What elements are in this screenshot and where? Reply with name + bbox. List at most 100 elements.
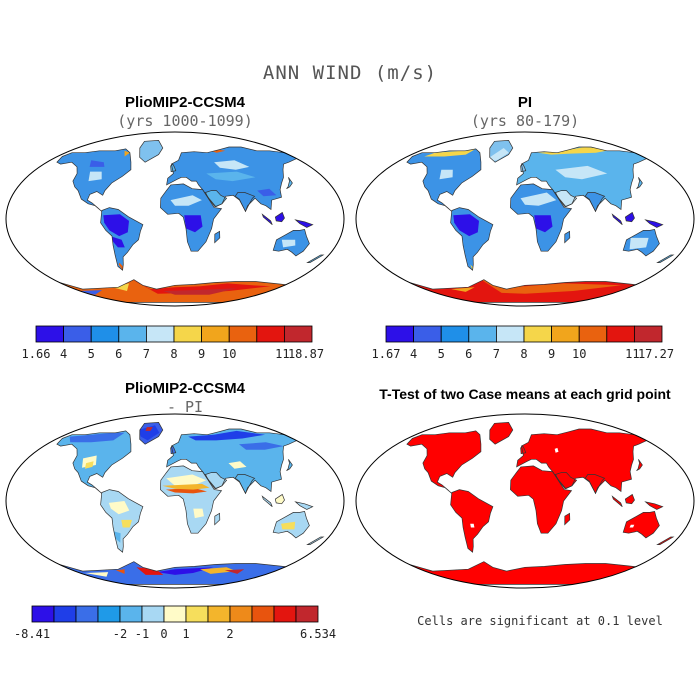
coastline [234, 192, 256, 213]
colorbar-swatch [496, 325, 525, 343]
land-arabia [555, 190, 577, 207]
land-newguinea [645, 501, 663, 510]
coastline [510, 465, 573, 534]
coastline [489, 140, 514, 163]
field-patch [84, 461, 94, 469]
field-patch [534, 215, 553, 233]
colorbar-swatch [283, 325, 313, 343]
colorbar-tick-label: 6 [465, 347, 472, 361]
panel-plio-title: PlioMIP2-CCSM4 [124, 94, 245, 111]
land-seasia1 [612, 496, 623, 507]
field-patch [112, 283, 129, 291]
field-patch [214, 160, 250, 170]
field-patch [89, 160, 105, 167]
coastline [294, 219, 314, 228]
land-borneo [625, 494, 635, 504]
colorbar-swatch [523, 325, 553, 343]
coastline [56, 430, 132, 494]
field-patch [188, 430, 266, 441]
field-patch [108, 501, 130, 515]
land-seasia1 [262, 496, 273, 507]
land-greenland [139, 140, 163, 163]
colorbar-swatch [468, 325, 497, 343]
field-patch [257, 188, 277, 197]
coastline [272, 510, 310, 539]
panel-diff-subtitle: - PI [166, 398, 204, 416]
coastline [656, 536, 675, 545]
figure-title: ANN WIND (m/s) [262, 62, 438, 84]
land-madagascar [214, 231, 220, 243]
coastline [261, 495, 273, 507]
land-seasia1 [612, 214, 623, 225]
colorbar-swatch [35, 325, 65, 343]
colorbar-tick-label: 9 [548, 347, 555, 361]
coastline [622, 510, 660, 539]
colorbar-tick-label: 11 [625, 347, 639, 361]
map-pi [355, 131, 695, 307]
land-australia [623, 511, 660, 538]
land-madagascar [214, 513, 220, 525]
coastline [100, 489, 144, 553]
colorbar-swatch [413, 325, 442, 343]
colorbar-tick-label: 2 [226, 627, 233, 641]
colorbar-swatch [63, 325, 92, 343]
land-madagascar [564, 513, 570, 525]
colorbar-tick-label: 4 [60, 347, 67, 361]
field-patch [184, 215, 203, 233]
colorbar-swatch [119, 605, 143, 623]
field-patch [170, 195, 202, 206]
colorbar-tick-label: 1.67 [372, 347, 401, 361]
land-arabia [555, 472, 577, 489]
map-diff [5, 413, 345, 589]
field-patch [520, 192, 557, 206]
colorbar-tick-label: 9 [198, 347, 205, 361]
coastline [205, 472, 228, 490]
land-samerica [450, 489, 493, 553]
colorbar-tick-label: 7 [143, 347, 150, 361]
field-patch [453, 214, 479, 237]
coastline [166, 428, 298, 495]
land-africa [510, 465, 572, 534]
field-patch [145, 427, 153, 431]
colorbar-swatch [173, 325, 203, 343]
land-newguinea [295, 501, 313, 510]
colorbar-swatch [201, 325, 230, 343]
land-borneo [275, 212, 285, 222]
field-patch [554, 447, 559, 453]
panel-pi-subtitle: (yrs 80-179) [470, 112, 580, 130]
colorbar-swatch [273, 605, 297, 623]
coastline [214, 230, 221, 244]
coastline [160, 465, 223, 534]
map-ttest [355, 413, 695, 589]
coastline [139, 422, 164, 445]
coastline [450, 489, 494, 553]
coastline [306, 254, 325, 263]
field-patch [439, 169, 453, 180]
field-patch [470, 523, 475, 528]
land-japan [286, 177, 293, 189]
field-patch [88, 171, 102, 182]
field-patch [110, 236, 125, 248]
coastline [160, 183, 223, 252]
coastline [520, 163, 527, 173]
coastline [205, 190, 228, 208]
land-borneo [625, 212, 635, 222]
land-newguinea [645, 219, 663, 228]
coastline [261, 213, 273, 225]
map-border [355, 413, 695, 589]
coastline [636, 177, 643, 190]
colorbar-tick-label: 7 [493, 347, 500, 361]
coastline [214, 512, 221, 526]
field-patch [224, 569, 245, 574]
land-arabia [205, 472, 227, 489]
coastline [170, 163, 177, 173]
panel-plio-subtitle: (yrs 1000-1099) [117, 112, 253, 130]
coastline [636, 459, 643, 472]
colorbar-tick-label: 10 [222, 347, 236, 361]
field-patch [156, 567, 214, 575]
coastline [656, 254, 675, 263]
map-border [355, 131, 695, 307]
colorbar-tick-label: 8 [520, 347, 527, 361]
colorbar-tick-label: 1 [182, 627, 189, 641]
